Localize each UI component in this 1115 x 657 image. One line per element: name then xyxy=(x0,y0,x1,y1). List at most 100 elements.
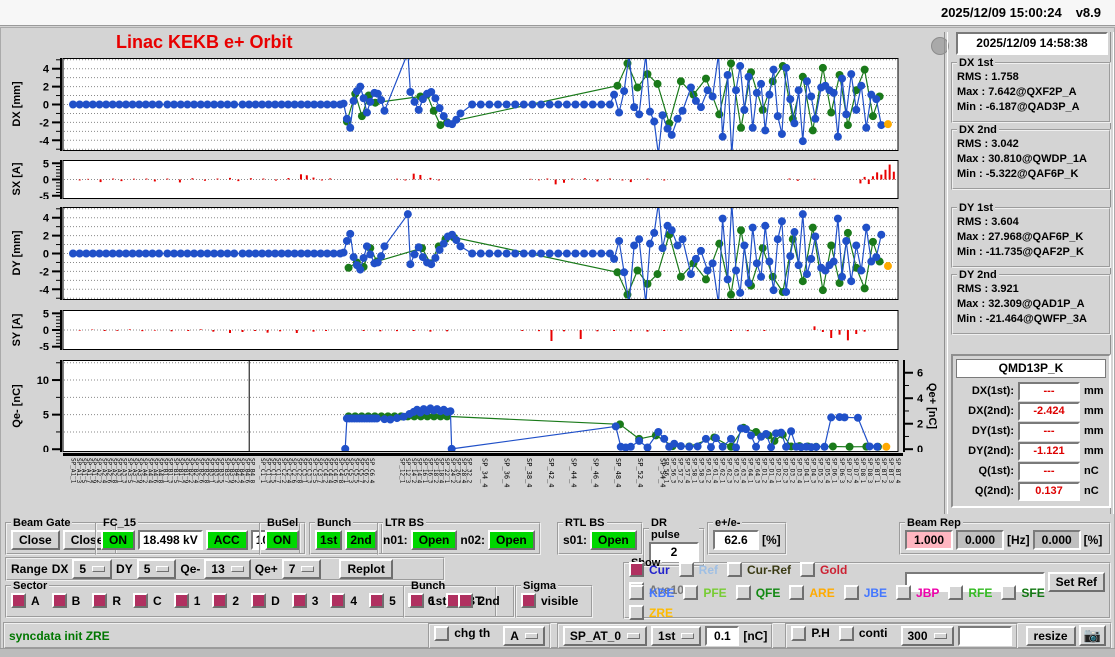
points-select[interactable]: 300 xyxy=(901,626,954,646)
checkbox-box-icon[interactable] xyxy=(839,626,854,641)
checkbox-box-icon[interactable] xyxy=(52,593,67,608)
checkbox-chg-th[interactable]: chg th xyxy=(434,626,490,641)
monitor-row-unit: mm xyxy=(1084,405,1104,417)
stats-dx-2nd: DX 2nd RMS : 3.042 Max : 30.810@QWDP_1A … xyxy=(951,124,1111,190)
replot-button[interactable]: Replot xyxy=(339,559,392,579)
checkbox-box-icon[interactable] xyxy=(92,593,107,608)
camera-button[interactable]: 📷 xyxy=(1079,625,1106,646)
checkbox-conti[interactable]: conti xyxy=(839,626,888,641)
checkbox-ref[interactable]: Ref xyxy=(679,562,718,577)
checkbox-box-icon[interactable] xyxy=(251,593,266,608)
window-titlebar: 2025/12/09 15:00:24 v8.9 xyxy=(0,0,1115,26)
checkbox-box-icon[interactable] xyxy=(896,585,911,600)
checkbox-1[interactable]: 1 xyxy=(174,593,201,608)
checkbox-b[interactable]: B xyxy=(52,593,81,608)
checkbox-box-icon[interactable] xyxy=(948,585,963,600)
checkbox-visible[interactable]: visible xyxy=(521,593,578,608)
th-select[interactable]: A xyxy=(503,626,545,646)
bpm-name[interactable]: QMD13P_K xyxy=(956,359,1106,378)
checkbox-p-h[interactable]: P.H xyxy=(791,626,829,641)
checkbox-box-icon[interactable] xyxy=(844,585,859,600)
range-dy-select[interactable]: 5 xyxy=(137,559,177,579)
checkbox-box-icon[interactable] xyxy=(629,562,644,577)
checkbox-box-icon[interactable] xyxy=(727,562,742,577)
checkbox-c[interactable]: C xyxy=(133,593,162,608)
chg-th-checkbox-wrap: chg th xyxy=(434,626,499,646)
checkbox-box-icon[interactable] xyxy=(736,585,751,600)
acq-checkboxes: P.H conti xyxy=(791,626,896,646)
beam-gate-close-button-1[interactable]: Close xyxy=(11,530,60,550)
checkbox-rfe[interactable]: RFE xyxy=(948,585,992,600)
checkbox-box-icon[interactable] xyxy=(409,593,424,608)
checkbox-r[interactable]: R xyxy=(92,593,121,608)
sy-axis-label: SY [A] xyxy=(11,314,23,347)
rtl-bs-group: RTL BS s01: Open xyxy=(557,517,643,555)
svg-text:0: 0 xyxy=(43,444,49,452)
checkbox-jbe[interactable]: JBE xyxy=(844,585,887,600)
checkbox-jbp[interactable]: JBP xyxy=(896,585,939,600)
checkbox-box-icon[interactable] xyxy=(212,593,227,608)
checkbox-sfe[interactable]: SFE xyxy=(1001,585,1044,600)
checkbox-box-icon[interactable] xyxy=(1001,585,1016,600)
optionmenu-indicator-icon xyxy=(231,566,244,572)
checkbox-box-icon[interactable] xyxy=(791,626,806,641)
bunch-2nd-button[interactable]: 2nd xyxy=(345,530,376,550)
checkbox-box-icon[interactable] xyxy=(800,562,815,577)
checkbox-box-icon[interactable] xyxy=(174,593,189,608)
checkbox-box-icon[interactable] xyxy=(679,562,694,577)
range-qe-plus-select[interactable]: 7 xyxy=(282,559,322,579)
checkbox-qfe[interactable]: QFE xyxy=(736,585,781,600)
range-dx-select[interactable]: 5 xyxy=(72,559,112,579)
checkbox-d[interactable]: D xyxy=(251,593,280,608)
bpm-label: SP_D3_2 xyxy=(789,458,796,483)
checkbox-box-icon[interactable] xyxy=(629,605,644,620)
checkbox-box-icon[interactable] xyxy=(369,593,384,608)
checkbox-zre[interactable]: ZRE xyxy=(629,605,673,620)
checkbox-box-icon[interactable] xyxy=(629,585,644,600)
extra-input[interactable] xyxy=(958,626,1012,646)
checkbox-box-icon[interactable] xyxy=(11,593,26,608)
ltr-n02-open-button[interactable]: Open xyxy=(488,530,535,550)
svg-text:-4: -4 xyxy=(39,135,50,147)
checkbox-box-icon[interactable] xyxy=(330,593,345,608)
checkbox-4[interactable]: 4 xyxy=(330,593,357,608)
checkbox-box-icon[interactable] xyxy=(434,626,449,641)
rtl-s01-open-button[interactable]: Open xyxy=(590,530,637,550)
bunch-order-select[interactable]: 1st xyxy=(651,626,701,646)
checkbox-box-icon[interactable] xyxy=(789,585,804,600)
checkbox-cur-ref[interactable]: Cur-Ref xyxy=(727,562,791,577)
checkbox-label: D xyxy=(271,594,280,608)
checkbox-gold[interactable]: Gold xyxy=(800,562,847,577)
checkbox-box-icon[interactable] xyxy=(458,593,473,608)
bunch-1st-button[interactable]: 1st xyxy=(315,530,342,550)
checkbox-cur[interactable]: Cur xyxy=(629,562,670,577)
threshold-input[interactable] xyxy=(705,626,739,646)
checkbox-pfe[interactable]: PFE xyxy=(683,585,726,600)
ltr-n01-open-button[interactable]: Open xyxy=(411,530,458,550)
bpm-label: SP_46_4 xyxy=(592,458,600,488)
checkbox-kbe[interactable]: KBE xyxy=(629,585,674,600)
checkbox-box-icon[interactable] xyxy=(292,593,307,608)
checkbox-3[interactable]: 3 xyxy=(292,593,319,608)
bpm-label: SP_56_3 xyxy=(670,458,677,483)
checkbox-are[interactable]: ARE xyxy=(789,585,834,600)
checkbox-2[interactable]: 2 xyxy=(212,593,239,608)
checkbox-box-icon[interactable] xyxy=(683,585,698,600)
range-qe-minus-select[interactable]: 13 xyxy=(204,559,250,579)
checkbox-1st[interactable]: 1st xyxy=(409,593,446,608)
fc15-acc-button[interactable]: ACC xyxy=(206,530,248,550)
checkbox-5[interactable]: 5 xyxy=(369,593,396,608)
sp-select[interactable]: SP_AT_0 xyxy=(563,626,647,646)
checkbox-box-icon[interactable] xyxy=(133,593,148,608)
checkbox-a[interactable]: A xyxy=(11,593,40,608)
busel-on-button[interactable]: ON xyxy=(265,530,299,550)
checkbox-box-icon[interactable] xyxy=(521,593,536,608)
fc15-on-button[interactable]: ON xyxy=(101,530,135,550)
resize-button[interactable]: resize xyxy=(1026,626,1076,646)
checkbox-2nd[interactable]: 2nd xyxy=(458,593,499,608)
